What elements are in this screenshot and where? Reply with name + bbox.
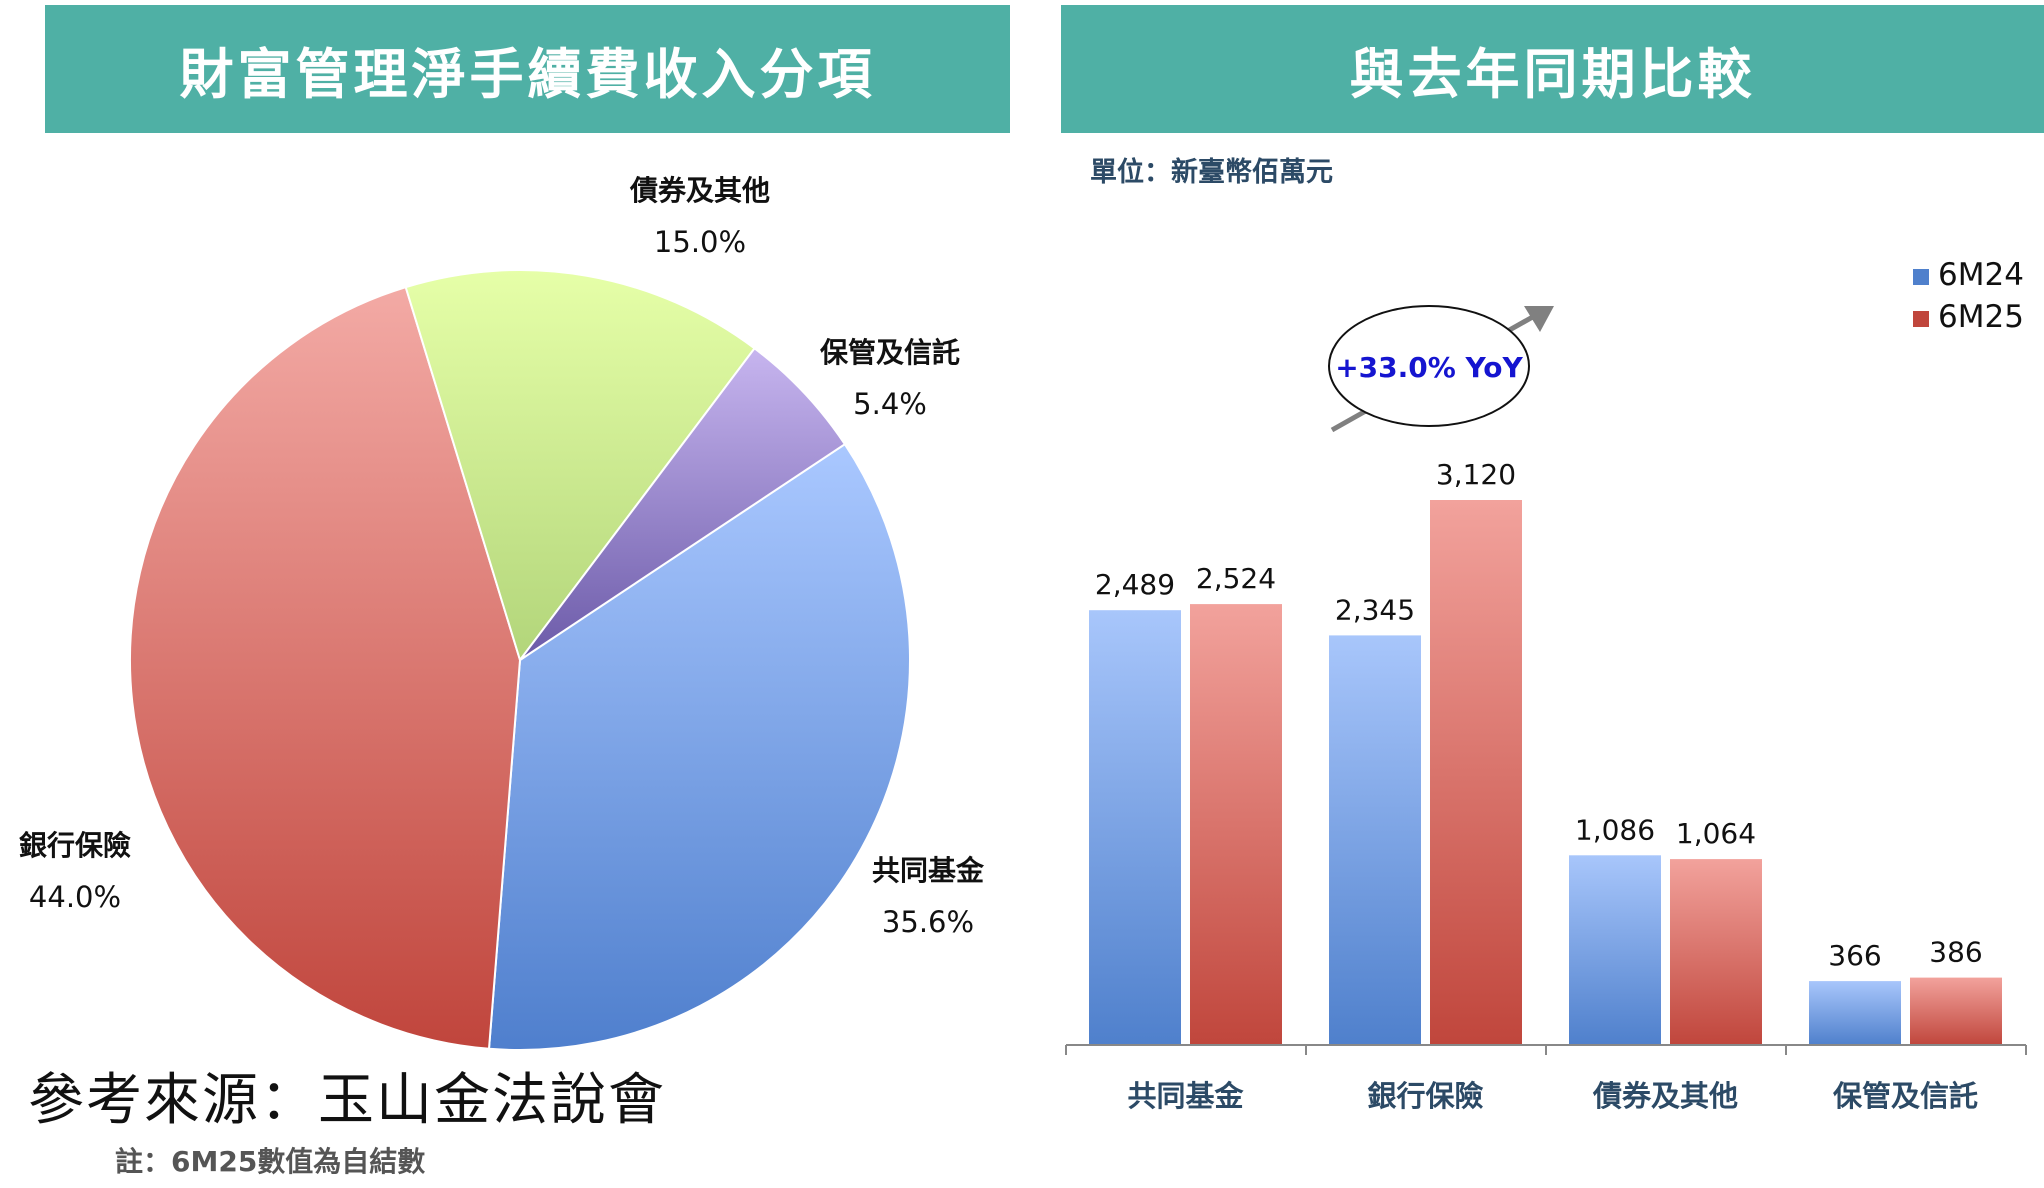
pie-percent-label: 44.0% xyxy=(29,880,121,914)
pie-chart: 共同基金 35.6% 銀行保險 44.0% 債券及其他 15.0% 保管及信託 5.4% xyxy=(19,174,985,1050)
legend-label: 6M24 xyxy=(1938,257,2024,293)
pie-slice-custody-trust xyxy=(519,346,847,661)
bar-value-label: 1,064 xyxy=(1676,817,1756,850)
pie-slice-bancassurance xyxy=(129,285,522,1050)
bar-value-label: 2,489 xyxy=(1095,568,1175,601)
yoy-ellipse xyxy=(1328,305,1530,427)
pie-percent-label: 5.4% xyxy=(853,387,927,421)
pie-percent-label: 35.6% xyxy=(882,905,974,939)
bar-value-label: 366 xyxy=(1828,939,1881,972)
bar-6m24 xyxy=(1089,610,1181,1045)
x-category-label: 銀行保險 xyxy=(1367,1079,1483,1113)
bar-chart-header: 與去年同期比較 xyxy=(1061,5,2044,133)
bar-value-label: 386 xyxy=(1929,936,1982,969)
bar-6m25 xyxy=(1910,977,2002,1045)
yoy-annotation: +33.0% YoY xyxy=(1335,351,1523,384)
bar-value-label: 2,524 xyxy=(1196,562,1276,595)
bar-6m25 xyxy=(1190,604,1282,1045)
bar-6m25 xyxy=(1670,859,1762,1045)
x-category-label: 保管及信託 xyxy=(1832,1079,1978,1113)
bar-6m24 xyxy=(1329,635,1421,1045)
footnote: 註：6M25數值為自結數 xyxy=(115,1145,426,1178)
bar-6m25 xyxy=(1430,500,1522,1045)
pie-category-label: 債券及其他 xyxy=(629,174,770,207)
unit-label: 單位：新臺幣佰萬元 xyxy=(1090,157,1333,188)
pie-percent-label: 15.0% xyxy=(654,225,746,259)
yoy-arrowhead xyxy=(1524,306,1554,332)
legend-swatch xyxy=(1913,311,1929,327)
x-category-label: 共同基金 xyxy=(1127,1079,1244,1113)
pie-slice-bonds-other xyxy=(404,269,756,663)
source-label: 參考來源：玉山金法說會 xyxy=(28,1068,666,1133)
legend-label: 6M25 xyxy=(1938,299,2024,335)
bar-6m24 xyxy=(1569,855,1661,1045)
pie-category-label: 保管及信託 xyxy=(820,336,960,369)
legend-swatch xyxy=(1913,269,1929,285)
pie-category-label: 共同基金 xyxy=(872,854,985,887)
bar-value-label: 3,120 xyxy=(1436,458,1516,491)
bar-chart: 2,489 2,524 2,345 3,120 1,086 1,064 366 386 共同基… xyxy=(1065,257,2027,1113)
pie-slice-mutual-funds xyxy=(487,442,911,1050)
pie-category-label: 銀行保險 xyxy=(19,829,131,862)
bar-value-label: 2,345 xyxy=(1335,593,1415,626)
pie-chart-header: 財富管理淨手續費收入分項 xyxy=(45,5,1010,133)
bar-value-label: 1,086 xyxy=(1575,813,1655,846)
bar-6m24 xyxy=(1809,981,1901,1045)
x-category-label: 債券及其他 xyxy=(1592,1079,1738,1113)
